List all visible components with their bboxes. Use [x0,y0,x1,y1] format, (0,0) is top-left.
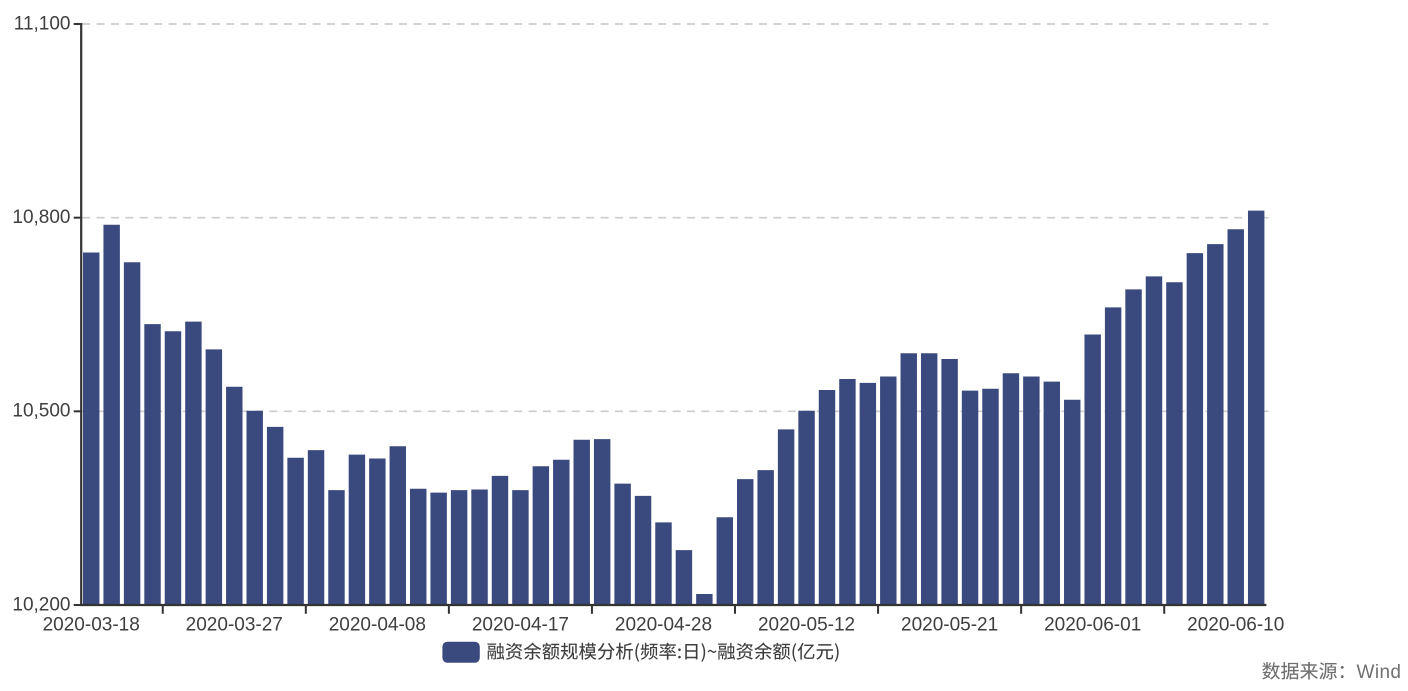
svg-text:2020-04-28: 2020-04-28 [615,614,712,635]
svg-text:Wind: Wind [1357,662,1402,683]
svg-text:2020-05-21: 2020-05-21 [901,614,998,635]
svg-text:2020-06-10: 2020-06-10 [1187,614,1284,635]
svg-text:2020-04-08: 2020-04-08 [329,614,426,635]
svg-text:2020-04-17: 2020-04-17 [472,614,569,635]
svg-text:2020-03-18: 2020-03-18 [43,614,140,635]
svg-text:2020-06-01: 2020-06-01 [1044,614,1141,635]
svg-text:10,200: 10,200 [12,594,70,615]
svg-text:2020-03-27: 2020-03-27 [186,614,283,635]
svg-text:10,500: 10,500 [12,401,70,422]
svg-text:11,100: 11,100 [14,13,71,34]
svg-text:10,800: 10,800 [12,207,70,228]
svg-text:2020-05-12: 2020-05-12 [758,614,855,635]
